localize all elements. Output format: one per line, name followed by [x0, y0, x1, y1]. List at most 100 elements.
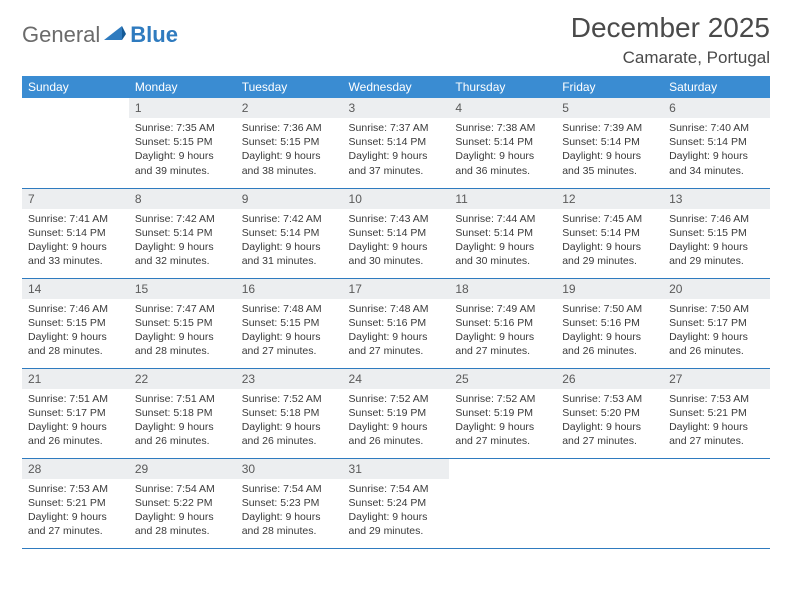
day-number: 18	[449, 279, 556, 299]
day-text: Sunrise: 7:48 AMSunset: 5:16 PMDaylight:…	[343, 299, 450, 364]
day-text: Sunrise: 7:52 AMSunset: 5:19 PMDaylight:…	[343, 389, 450, 454]
logo-shape-icon	[104, 22, 126, 48]
weekday-header: Tuesday	[236, 76, 343, 98]
day-number: 16	[236, 279, 343, 299]
weekday-header: Friday	[556, 76, 663, 98]
calendar-cell: 30Sunrise: 7:54 AMSunset: 5:23 PMDayligh…	[236, 458, 343, 548]
day-text: Sunrise: 7:42 AMSunset: 5:14 PMDaylight:…	[236, 209, 343, 274]
title-block: December 2025 Camarate, Portugal	[571, 12, 770, 68]
calendar-cell: 25Sunrise: 7:52 AMSunset: 5:19 PMDayligh…	[449, 368, 556, 458]
calendar-cell	[449, 458, 556, 548]
day-number: 28	[22, 459, 129, 479]
calendar-cell	[556, 458, 663, 548]
weekday-header: Monday	[129, 76, 236, 98]
day-number: 19	[556, 279, 663, 299]
day-number: 23	[236, 369, 343, 389]
day-number: 2	[236, 98, 343, 118]
day-text: Sunrise: 7:38 AMSunset: 5:14 PMDaylight:…	[449, 118, 556, 183]
calendar-cell	[663, 458, 770, 548]
calendar-cell: 26Sunrise: 7:53 AMSunset: 5:20 PMDayligh…	[556, 368, 663, 458]
day-number: 30	[236, 459, 343, 479]
calendar-cell: 7Sunrise: 7:41 AMSunset: 5:14 PMDaylight…	[22, 188, 129, 278]
calendar-table: Sunday Monday Tuesday Wednesday Thursday…	[22, 76, 770, 549]
day-number: 20	[663, 279, 770, 299]
calendar-cell: 29Sunrise: 7:54 AMSunset: 5:22 PMDayligh…	[129, 458, 236, 548]
day-text: Sunrise: 7:37 AMSunset: 5:14 PMDaylight:…	[343, 118, 450, 183]
weekday-header: Thursday	[449, 76, 556, 98]
calendar-row: 14Sunrise: 7:46 AMSunset: 5:15 PMDayligh…	[22, 278, 770, 368]
day-number: 27	[663, 369, 770, 389]
calendar-cell: 16Sunrise: 7:48 AMSunset: 5:15 PMDayligh…	[236, 278, 343, 368]
calendar-cell: 31Sunrise: 7:54 AMSunset: 5:24 PMDayligh…	[343, 458, 450, 548]
day-text: Sunrise: 7:40 AMSunset: 5:14 PMDaylight:…	[663, 118, 770, 183]
calendar-body: 1Sunrise: 7:35 AMSunset: 5:15 PMDaylight…	[22, 98, 770, 548]
day-text: Sunrise: 7:50 AMSunset: 5:16 PMDaylight:…	[556, 299, 663, 364]
weekday-header: Wednesday	[343, 76, 450, 98]
day-number: 4	[449, 98, 556, 118]
day-number: 8	[129, 189, 236, 209]
day-text: Sunrise: 7:41 AMSunset: 5:14 PMDaylight:…	[22, 209, 129, 274]
day-text: Sunrise: 7:44 AMSunset: 5:14 PMDaylight:…	[449, 209, 556, 274]
day-text: Sunrise: 7:53 AMSunset: 5:21 PMDaylight:…	[22, 479, 129, 544]
calendar-row: 28Sunrise: 7:53 AMSunset: 5:21 PMDayligh…	[22, 458, 770, 548]
day-number: 3	[343, 98, 450, 118]
day-number: 10	[343, 189, 450, 209]
logo-text-blue: Blue	[130, 22, 178, 48]
day-number: 9	[236, 189, 343, 209]
calendar-cell: 3Sunrise: 7:37 AMSunset: 5:14 PMDaylight…	[343, 98, 450, 188]
day-text: Sunrise: 7:36 AMSunset: 5:15 PMDaylight:…	[236, 118, 343, 183]
calendar-cell: 17Sunrise: 7:48 AMSunset: 5:16 PMDayligh…	[343, 278, 450, 368]
day-number: 22	[129, 369, 236, 389]
day-text: Sunrise: 7:51 AMSunset: 5:17 PMDaylight:…	[22, 389, 129, 454]
day-text: Sunrise: 7:45 AMSunset: 5:14 PMDaylight:…	[556, 209, 663, 274]
day-number: 5	[556, 98, 663, 118]
calendar-cell: 8Sunrise: 7:42 AMSunset: 5:14 PMDaylight…	[129, 188, 236, 278]
day-text: Sunrise: 7:47 AMSunset: 5:15 PMDaylight:…	[129, 299, 236, 364]
day-number: 26	[556, 369, 663, 389]
calendar-cell: 20Sunrise: 7:50 AMSunset: 5:17 PMDayligh…	[663, 278, 770, 368]
day-text: Sunrise: 7:53 AMSunset: 5:20 PMDaylight:…	[556, 389, 663, 454]
day-number: 15	[129, 279, 236, 299]
weekday-header-row: Sunday Monday Tuesday Wednesday Thursday…	[22, 76, 770, 98]
calendar-row: 7Sunrise: 7:41 AMSunset: 5:14 PMDaylight…	[22, 188, 770, 278]
calendar-cell: 22Sunrise: 7:51 AMSunset: 5:18 PMDayligh…	[129, 368, 236, 458]
calendar-cell: 18Sunrise: 7:49 AMSunset: 5:16 PMDayligh…	[449, 278, 556, 368]
calendar-cell: 12Sunrise: 7:45 AMSunset: 5:14 PMDayligh…	[556, 188, 663, 278]
calendar-cell	[22, 98, 129, 188]
day-number: 14	[22, 279, 129, 299]
calendar-cell: 4Sunrise: 7:38 AMSunset: 5:14 PMDaylight…	[449, 98, 556, 188]
day-text: Sunrise: 7:48 AMSunset: 5:15 PMDaylight:…	[236, 299, 343, 364]
calendar-cell: 2Sunrise: 7:36 AMSunset: 5:15 PMDaylight…	[236, 98, 343, 188]
day-number: 12	[556, 189, 663, 209]
calendar-cell: 5Sunrise: 7:39 AMSunset: 5:14 PMDaylight…	[556, 98, 663, 188]
day-text: Sunrise: 7:42 AMSunset: 5:14 PMDaylight:…	[129, 209, 236, 274]
calendar-cell: 23Sunrise: 7:52 AMSunset: 5:18 PMDayligh…	[236, 368, 343, 458]
calendar-cell: 9Sunrise: 7:42 AMSunset: 5:14 PMDaylight…	[236, 188, 343, 278]
location: Camarate, Portugal	[571, 48, 770, 68]
day-text: Sunrise: 7:54 AMSunset: 5:22 PMDaylight:…	[129, 479, 236, 544]
day-text: Sunrise: 7:35 AMSunset: 5:15 PMDaylight:…	[129, 118, 236, 183]
day-number: 24	[343, 369, 450, 389]
day-number: 17	[343, 279, 450, 299]
day-number: 25	[449, 369, 556, 389]
day-number: 1	[129, 98, 236, 118]
calendar-cell: 10Sunrise: 7:43 AMSunset: 5:14 PMDayligh…	[343, 188, 450, 278]
day-number: 7	[22, 189, 129, 209]
logo-text-general: General	[22, 22, 100, 48]
month-title: December 2025	[571, 12, 770, 44]
calendar-cell: 13Sunrise: 7:46 AMSunset: 5:15 PMDayligh…	[663, 188, 770, 278]
day-text: Sunrise: 7:54 AMSunset: 5:24 PMDaylight:…	[343, 479, 450, 544]
calendar-cell: 27Sunrise: 7:53 AMSunset: 5:21 PMDayligh…	[663, 368, 770, 458]
day-number: 11	[449, 189, 556, 209]
calendar-cell: 11Sunrise: 7:44 AMSunset: 5:14 PMDayligh…	[449, 188, 556, 278]
calendar-cell: 14Sunrise: 7:46 AMSunset: 5:15 PMDayligh…	[22, 278, 129, 368]
calendar-cell: 28Sunrise: 7:53 AMSunset: 5:21 PMDayligh…	[22, 458, 129, 548]
day-text: Sunrise: 7:39 AMSunset: 5:14 PMDaylight:…	[556, 118, 663, 183]
day-number: 6	[663, 98, 770, 118]
day-text: Sunrise: 7:52 AMSunset: 5:19 PMDaylight:…	[449, 389, 556, 454]
weekday-header: Saturday	[663, 76, 770, 98]
day-text: Sunrise: 7:46 AMSunset: 5:15 PMDaylight:…	[663, 209, 770, 274]
header: General Blue December 2025 Camarate, Por…	[22, 12, 770, 68]
day-number: 13	[663, 189, 770, 209]
day-text: Sunrise: 7:46 AMSunset: 5:15 PMDaylight:…	[22, 299, 129, 364]
